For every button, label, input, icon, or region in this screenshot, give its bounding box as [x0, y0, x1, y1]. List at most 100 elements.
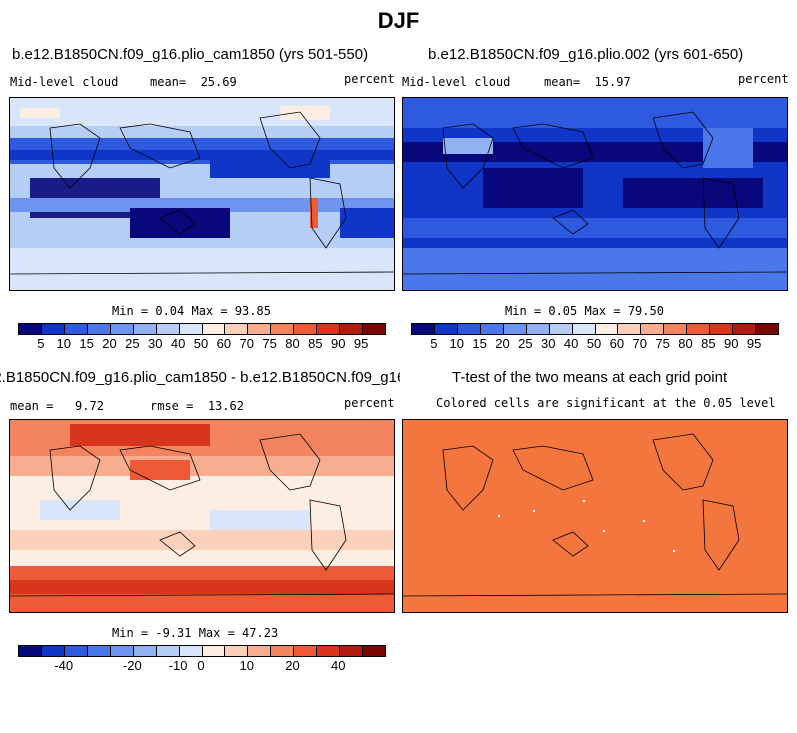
- colorbar-tick-label: 70: [239, 336, 254, 351]
- colorbar-tick-label: 95: [353, 336, 369, 351]
- colorbar-tick-label: 30: [148, 336, 163, 351]
- colorbar-tick-label: 25: [125, 336, 140, 351]
- colorbar-absolute-left: [18, 323, 386, 335]
- colorbar-tick-label: 85: [308, 336, 323, 351]
- colorbar-tick-label: 20: [285, 658, 300, 673]
- colorbar-swatch: [340, 324, 364, 334]
- colorbar-swatch: [19, 646, 42, 656]
- panel2-mean-label: mean= 15.97: [544, 75, 631, 89]
- figure-title: DJF: [377, 8, 420, 33]
- colorbar-tick-label: 20: [495, 336, 510, 351]
- panel4-map: [402, 419, 788, 613]
- colorbar-tick-label: 15: [79, 336, 94, 351]
- colorbar-swatch: [618, 324, 642, 334]
- colorbar-swatch: [271, 324, 295, 334]
- panel3-units: percent: [344, 396, 395, 410]
- colorbar-tick-label: 40: [563, 336, 579, 351]
- colorbar-difference-ticks: -40 -20 -10 0 10 20 40: [18, 658, 384, 674]
- colorbar-tick-label: 60: [609, 336, 625, 351]
- colorbar-tick-label: 90: [331, 336, 346, 351]
- panel3-rmse: rmse = 13.62: [150, 399, 244, 413]
- colorbar-tick-label: -10: [168, 658, 188, 673]
- colorbar-swatch: [595, 324, 619, 334]
- colorbar-swatch: [317, 324, 341, 334]
- colorbar-tick-label: 80: [678, 336, 693, 351]
- colorbar-swatch: [756, 324, 778, 334]
- colorbar-tick-label: 40: [331, 658, 346, 673]
- panel4-subtitle: Colored cells are significant at the 0.0…: [436, 396, 776, 410]
- colorbar-tick-label: 40: [170, 336, 186, 351]
- colorbar-swatch: [156, 324, 180, 334]
- panel1-min-max: Min = 0.04 Max = 93.85: [112, 304, 271, 318]
- colorbar-swatch: [248, 646, 272, 656]
- colorbar-tick-label: 10: [449, 336, 464, 351]
- panel2-title: b.e12.B1850CN.f09_g16.plio.002 (yrs 601-…: [428, 46, 744, 63]
- colorbar-tick-label: 90: [724, 336, 739, 351]
- panel4-title: T-test of the two means at each grid poi…: [452, 369, 728, 386]
- colorbar-swatch: [110, 324, 134, 334]
- panel3-mean-value: 9.72: [75, 399, 104, 413]
- colorbar-tick-label: 0: [197, 658, 205, 673]
- panel2-min-max: Min = 0.05 Max = 79.50: [505, 304, 664, 318]
- panel3-title: b.e12.B1850CN.f09_g16.plio_cam1850 - b.e…: [0, 369, 400, 386]
- colorbar-tick-label: 60: [216, 336, 232, 351]
- panel1-title: b.e12.B1850CN.f09_g16.plio_cam1850 (yrs …: [12, 46, 369, 63]
- colorbar-swatch: [503, 324, 527, 334]
- panel2-units: percent: [738, 72, 789, 86]
- panel2-map: [402, 97, 788, 291]
- colorbar-swatch: [317, 646, 341, 656]
- colorbar-swatch: [294, 324, 318, 334]
- colorbar-absolute-right: [411, 323, 779, 335]
- colorbar-tick-label: 5: [37, 336, 45, 351]
- colorbar-swatch: [133, 646, 157, 656]
- colorbar-tick-label: 10: [56, 336, 71, 351]
- colorbar-tick-label: 15: [472, 336, 487, 351]
- colorbar-swatch: [179, 324, 203, 334]
- colorbar-swatch: [363, 646, 385, 656]
- colorbar-tick-label: -40: [54, 658, 74, 673]
- colorbar-difference: [18, 645, 386, 657]
- colorbar-swatch: [457, 324, 481, 334]
- panel1-units: percent: [344, 72, 395, 86]
- colorbar-swatch: [64, 646, 88, 656]
- colorbar-swatch: [133, 324, 157, 334]
- colorbar-tick-label: -20: [122, 658, 142, 673]
- panel1-mean-value: 25.69: [200, 75, 237, 89]
- colorbar-absolute-left-ticks: 5 10 15 20 25 30 40 50 60 70 75 80 85 90 95: [18, 336, 384, 352]
- panel3-rmse-value: 13.62: [207, 399, 244, 413]
- colorbar-tick-label: 50: [193, 336, 209, 351]
- colorbar-tick-label: 50: [586, 336, 602, 351]
- panel3-map: [9, 419, 395, 613]
- colorbar-tick-label: 95: [746, 336, 762, 351]
- colorbar-swatch: [664, 324, 688, 334]
- colorbar-swatch: [271, 646, 295, 656]
- colorbar-swatch: [434, 324, 458, 334]
- colorbar-swatch: [641, 324, 665, 334]
- colorbar-tick-label: 10: [239, 658, 254, 673]
- colorbar-swatch: [294, 646, 318, 656]
- colorbar-swatch: [710, 324, 734, 334]
- panel3-mean: mean = 9.72: [10, 399, 104, 413]
- panel1-map: [9, 97, 395, 291]
- colorbar-swatch: [110, 646, 134, 656]
- colorbar-swatch: [41, 324, 65, 334]
- colorbar-swatch: [363, 324, 385, 334]
- colorbar-swatch: [480, 324, 504, 334]
- colorbar-tick-label: 70: [632, 336, 647, 351]
- colorbar-swatch: [248, 324, 272, 334]
- colorbar-swatch: [64, 324, 88, 334]
- colorbar-tick-label: 30: [541, 336, 556, 351]
- colorbar-swatch: [526, 324, 550, 334]
- panel2-variable-label: Mid-level cloud: [402, 75, 511, 89]
- panel3-title-clip: b.e12.B1850CN.f09_g16.plio_cam1850 - b.e…: [0, 369, 400, 389]
- colorbar-swatch: [156, 646, 180, 656]
- panel1-mean-label: mean= 25.69: [150, 75, 237, 89]
- colorbar-swatch: [687, 324, 711, 334]
- colorbar-swatch: [412, 324, 435, 334]
- colorbar-swatch: [202, 646, 226, 656]
- colorbar-swatch: [572, 324, 596, 334]
- panel2-mean-value: 15.97: [594, 75, 631, 89]
- colorbar-tick-label: 75: [262, 336, 277, 351]
- colorbar-tick-label: 20: [102, 336, 117, 351]
- colorbar-tick-label: 75: [655, 336, 670, 351]
